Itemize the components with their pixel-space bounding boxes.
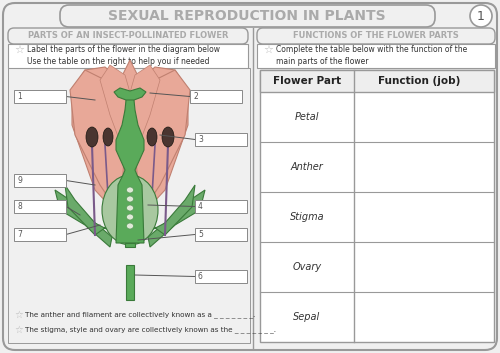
Text: Flower Part: Flower Part — [272, 76, 341, 86]
Ellipse shape — [126, 223, 134, 229]
Text: 8: 8 — [17, 202, 22, 211]
Ellipse shape — [126, 214, 134, 220]
Bar — [260, 70, 494, 342]
Text: 5: 5 — [198, 230, 203, 239]
Ellipse shape — [126, 187, 134, 193]
Text: SEXUAL REPRODUCTION IN PLANTS: SEXUAL REPRODUCTION IN PLANTS — [108, 9, 386, 23]
FancyBboxPatch shape — [60, 5, 435, 27]
Text: Stigma: Stigma — [290, 212, 324, 222]
Bar — [8, 44, 248, 68]
FancyBboxPatch shape — [257, 28, 495, 44]
Polygon shape — [65, 185, 120, 235]
Bar — [14, 228, 66, 241]
Ellipse shape — [103, 128, 113, 146]
Bar — [8, 68, 250, 343]
Polygon shape — [100, 65, 135, 155]
Text: Sepal: Sepal — [293, 312, 320, 322]
Polygon shape — [148, 190, 205, 247]
Text: PARTS OF AN INSECT-POLLINATED FLOWER: PARTS OF AN INSECT-POLLINATED FLOWER — [28, 31, 228, 41]
Text: Anther: Anther — [290, 162, 323, 172]
Text: The stigma, style and ovary are collectively known as the _ _ _ _ _ _ _.: The stigma, style and ovary are collecti… — [25, 327, 276, 333]
Text: FUNCTIONS OF THE FLOWER PARTS: FUNCTIONS OF THE FLOWER PARTS — [293, 31, 459, 41]
Bar — [195, 133, 247, 146]
Text: Function (job): Function (job) — [378, 76, 460, 86]
Bar — [257, 44, 495, 68]
Text: ☆: ☆ — [14, 310, 23, 320]
Text: 2: 2 — [193, 92, 198, 101]
Text: 3: 3 — [198, 135, 203, 144]
Text: 6: 6 — [198, 272, 203, 281]
Polygon shape — [125, 243, 135, 247]
Bar — [126, 265, 134, 300]
Text: Complete the table below with the function of the: Complete the table below with the functi… — [276, 46, 467, 54]
Text: ☆: ☆ — [14, 45, 24, 55]
Text: ☆: ☆ — [14, 325, 23, 335]
Text: Ovary: Ovary — [292, 262, 322, 272]
Text: 9: 9 — [17, 176, 22, 185]
Bar — [195, 270, 247, 283]
Text: 1: 1 — [17, 92, 22, 101]
Bar — [14, 174, 66, 187]
Bar — [195, 200, 247, 213]
Text: 7: 7 — [17, 230, 22, 239]
Text: Use the table on the right to help you if needed: Use the table on the right to help you i… — [27, 56, 210, 66]
Polygon shape — [55, 190, 112, 247]
Ellipse shape — [126, 196, 134, 202]
FancyBboxPatch shape — [3, 3, 497, 350]
Text: 1: 1 — [477, 10, 485, 23]
Bar — [190, 90, 242, 103]
Text: 4: 4 — [198, 202, 203, 211]
FancyBboxPatch shape — [8, 28, 248, 44]
Polygon shape — [125, 65, 160, 155]
Circle shape — [470, 5, 492, 27]
Polygon shape — [72, 60, 188, 217]
Ellipse shape — [126, 205, 134, 211]
Text: Petal: Petal — [294, 112, 319, 122]
Ellipse shape — [162, 127, 174, 147]
Polygon shape — [135, 70, 190, 215]
Text: ☆: ☆ — [263, 45, 273, 55]
Bar — [195, 228, 247, 241]
Polygon shape — [114, 88, 146, 100]
Text: main parts of the flower: main parts of the flower — [276, 56, 368, 66]
Bar — [14, 90, 66, 103]
Polygon shape — [116, 95, 144, 243]
Bar — [14, 200, 66, 213]
Polygon shape — [140, 185, 195, 235]
Text: Label the parts of the flower in the diagram below: Label the parts of the flower in the dia… — [27, 46, 220, 54]
Ellipse shape — [102, 175, 158, 245]
Ellipse shape — [86, 127, 98, 147]
Text: The anther and filament are collectively known as a _ _ _ _ _ _ _.: The anther and filament are collectively… — [25, 312, 256, 318]
Bar — [260, 70, 494, 92]
Ellipse shape — [147, 128, 157, 146]
Polygon shape — [70, 70, 125, 215]
